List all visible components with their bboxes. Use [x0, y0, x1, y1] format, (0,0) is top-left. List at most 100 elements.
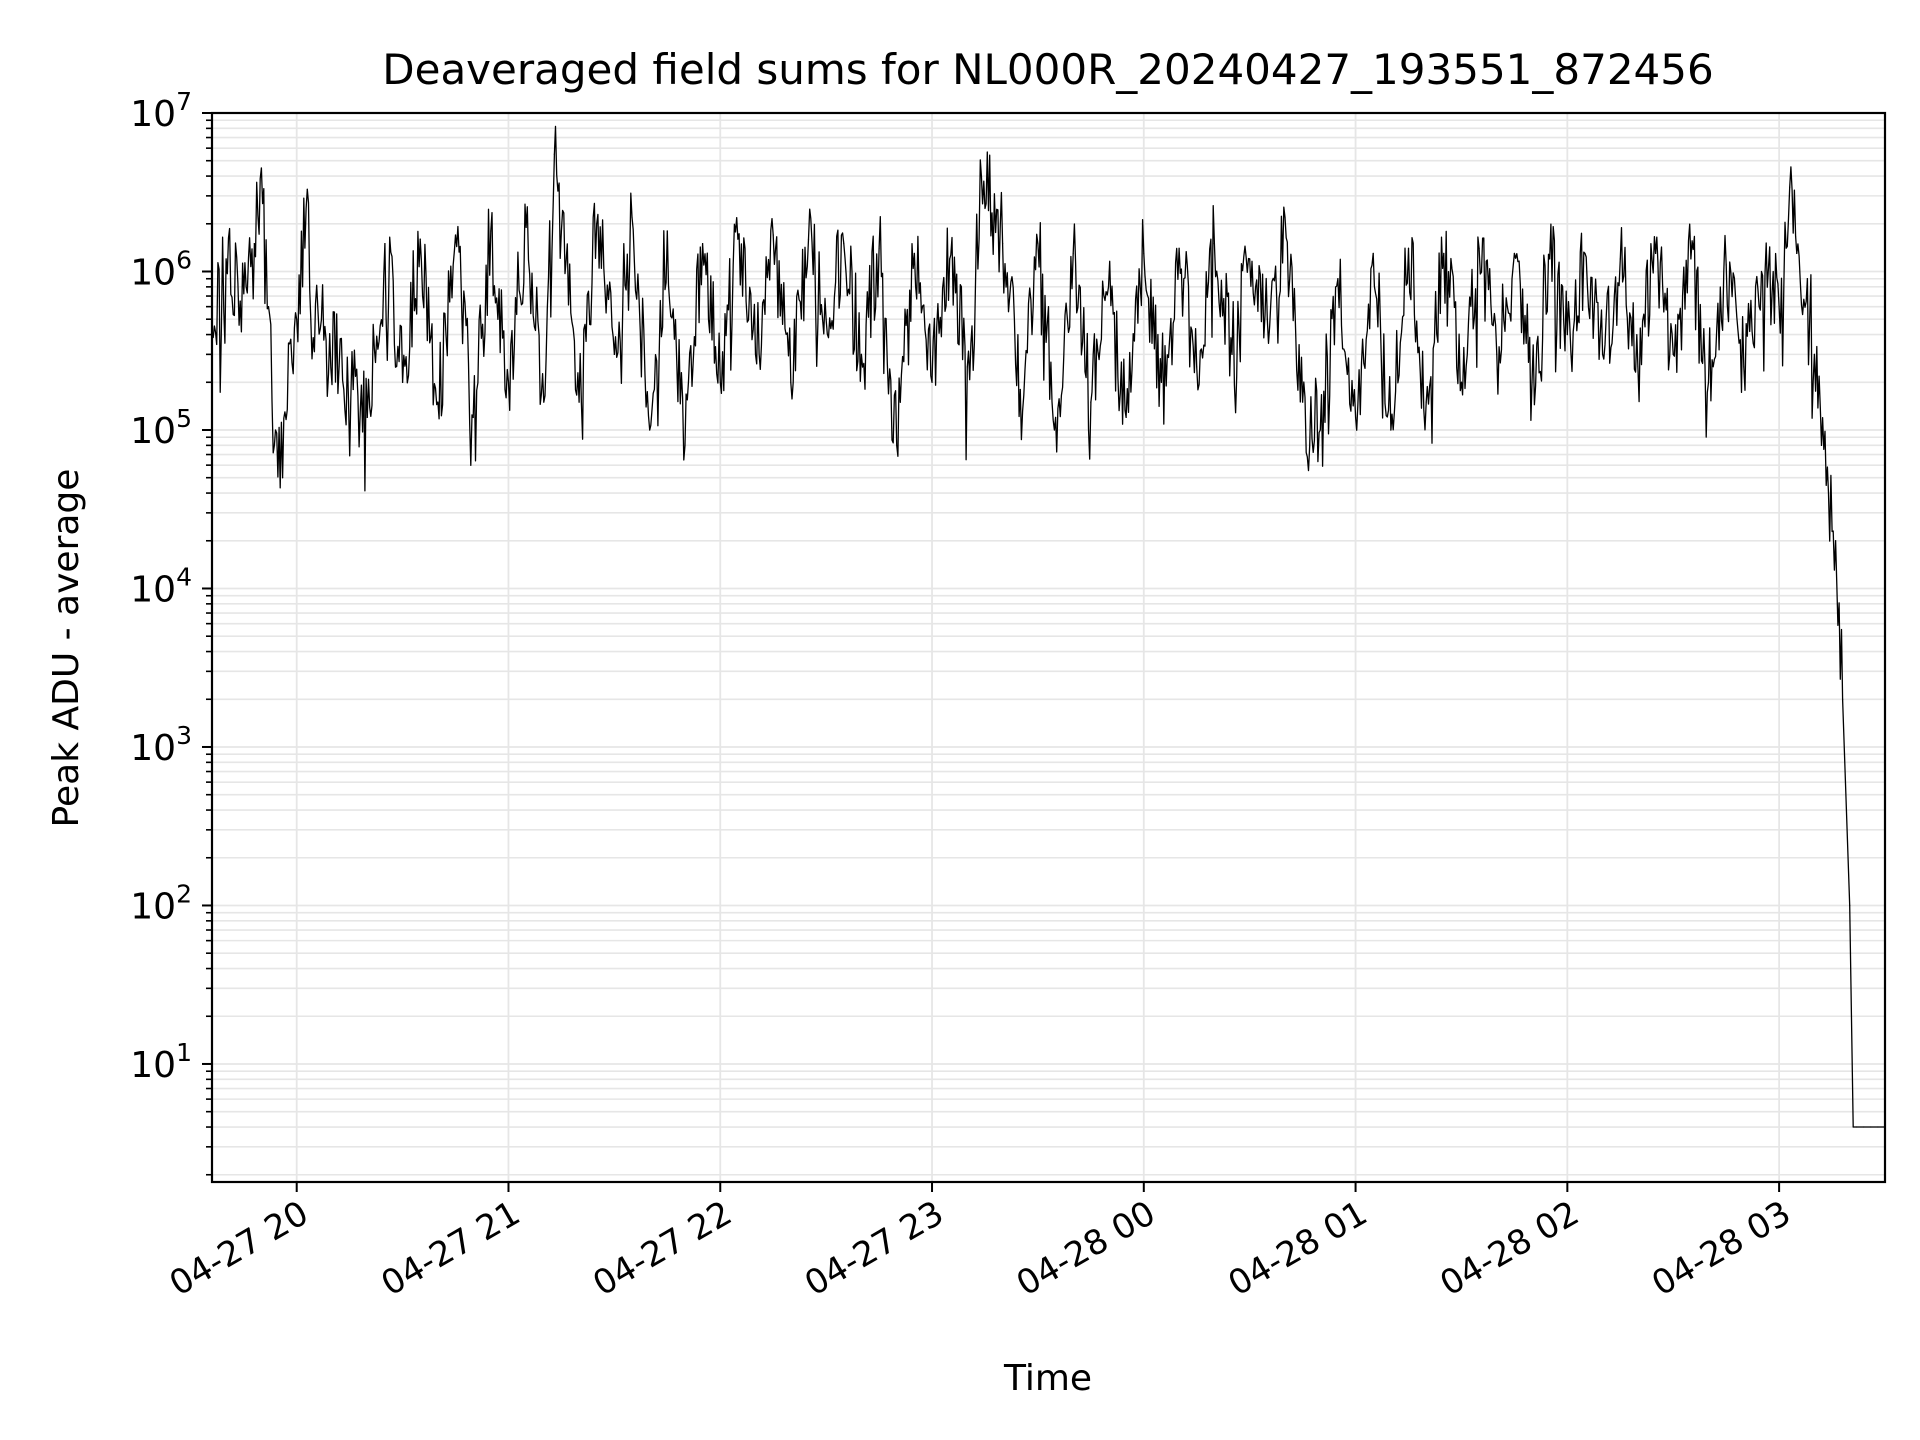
data-point — [324, 325, 326, 328]
data-point — [1372, 252, 1374, 255]
data-point — [507, 381, 510, 383]
data-point — [1863, 1126, 1865, 1128]
data-point — [1319, 429, 1321, 431]
y-tick-label: 107 — [130, 87, 192, 135]
data-point — [980, 175, 983, 177]
data-point — [807, 238, 810, 240]
y-tick-label-exponent: 4 — [176, 562, 192, 591]
y-tick-label-exponent: 6 — [176, 245, 192, 274]
data-point — [1390, 429, 1392, 431]
data-point — [1842, 698, 1844, 700]
data-point — [553, 153, 555, 155]
data-point — [702, 242, 704, 245]
data-point — [1407, 247, 1410, 249]
data-point — [1549, 258, 1551, 260]
data-point — [1460, 381, 1463, 383]
data-point — [1619, 258, 1621, 260]
data-point — [274, 429, 277, 431]
data-point — [1266, 318, 1268, 320]
data-point — [1443, 252, 1445, 255]
data-point — [843, 242, 845, 245]
data-point — [754, 353, 757, 355]
data-point — [1125, 416, 1127, 419]
data-point — [737, 238, 739, 240]
y-tick-label-base: 10 — [130, 1045, 176, 1086]
data-point — [1337, 278, 1339, 280]
data-point — [1054, 416, 1057, 419]
data-point — [490, 230, 492, 232]
data-point — [1213, 242, 1215, 245]
data-point — [1002, 242, 1004, 245]
data-point — [239, 300, 241, 302]
y-tick-label-base: 10 — [130, 411, 176, 452]
data-point — [1019, 388, 1021, 391]
data-point — [1796, 252, 1798, 255]
data-point — [543, 401, 545, 403]
data-point — [1602, 353, 1604, 355]
data-point — [1231, 353, 1233, 355]
data-point — [1090, 401, 1092, 403]
data-point — [1284, 216, 1286, 218]
data-point — [578, 401, 580, 403]
data-point — [1852, 1126, 1854, 1128]
y-tick-label: 102 — [130, 879, 192, 927]
data-point — [310, 318, 312, 320]
data-point — [1778, 306, 1780, 308]
data-point — [1654, 252, 1657, 255]
data-point — [1584, 252, 1586, 255]
data-point — [931, 381, 933, 383]
data-point — [1813, 353, 1816, 355]
data-point — [790, 381, 792, 383]
data-point — [338, 366, 340, 368]
data-point — [949, 258, 951, 260]
data-point — [1849, 904, 1851, 907]
data-point — [1725, 264, 1727, 266]
y-tick-label: 105 — [130, 404, 192, 452]
data-point — [631, 216, 633, 218]
data-point — [560, 230, 563, 232]
y-tick-label-exponent: 3 — [176, 721, 192, 750]
data-point — [1672, 353, 1674, 355]
y-tick-label: 106 — [130, 245, 192, 293]
data-point — [384, 242, 386, 245]
data-point — [772, 234, 774, 236]
data-point — [896, 444, 898, 446]
data-point — [289, 343, 291, 345]
data-point — [1513, 252, 1515, 255]
data-point — [1743, 366, 1745, 368]
data-point — [1302, 401, 1304, 403]
data-point — [1789, 186, 1791, 188]
data-point — [267, 306, 270, 308]
data-point — [472, 416, 474, 419]
data-point — [1531, 381, 1533, 383]
data-point — [352, 388, 354, 391]
data-point — [1820, 444, 1823, 446]
data-point — [306, 188, 308, 190]
data-point — [1249, 258, 1251, 260]
data-point — [719, 381, 721, 383]
data-point — [281, 477, 284, 479]
y-tick-label-base: 10 — [130, 94, 176, 135]
data-point — [253, 242, 255, 245]
data-point — [296, 318, 298, 320]
data-point — [1877, 1126, 1879, 1128]
data-point — [1496, 353, 1498, 355]
data-point — [260, 167, 263, 169]
data-point — [966, 366, 968, 368]
data-point — [1425, 401, 1427, 403]
y-tick-label-exponent: 5 — [176, 404, 192, 433]
y-tick-label-base: 10 — [130, 569, 176, 610]
y-tick-label-base: 10 — [130, 728, 176, 769]
data-point — [454, 234, 457, 236]
data-point — [525, 226, 527, 228]
data-point — [225, 258, 227, 260]
data-point — [596, 223, 598, 225]
data-point — [1870, 1126, 1872, 1128]
data-point — [684, 444, 686, 446]
data-point — [1566, 333, 1568, 336]
y-tick-label-exponent: 2 — [176, 879, 192, 908]
data-point — [1160, 381, 1163, 383]
data-point — [437, 401, 439, 403]
y-axis-label: Peak ADU - average — [46, 469, 87, 828]
